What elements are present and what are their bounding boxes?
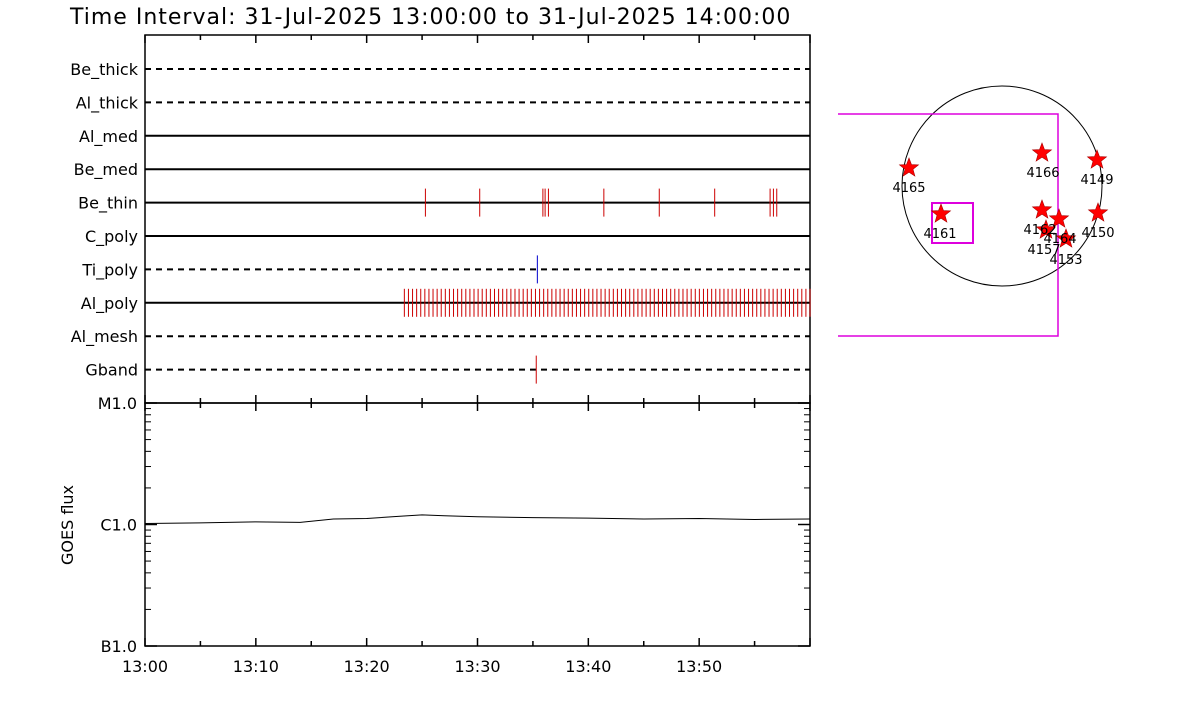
goes-y-tick-label: M1.0	[98, 394, 137, 413]
x-tick-label: 13:20	[344, 657, 390, 676]
goes-x-ticks: 13:00 13:10 13:20 13:30 13:40 13:50	[122, 403, 811, 676]
goes-y-tick-label: B1.0	[101, 637, 137, 656]
active-region-star-icon	[1031, 199, 1053, 219]
timeline-row-label: Al_mesh	[71, 327, 138, 347]
x-tick-label: 13:30	[454, 657, 500, 676]
active-region-label: 4165	[892, 181, 925, 196]
timeline-panel-frame	[144, 34, 811, 404]
active-region-star-icon	[898, 157, 920, 177]
solar-disk	[901, 85, 1103, 287]
goes-y-axis-label: GOES flux	[58, 485, 77, 565]
goes-y-tick-label: C1.0	[100, 516, 137, 535]
time-interval-title: Time Interval: 31-Jul-2025 13:00:00 to 3…	[69, 5, 791, 30]
active-region-star-icon	[1087, 202, 1109, 222]
active-region-star-icon	[930, 203, 952, 223]
timeline-row-label: Al_thick	[76, 93, 139, 113]
active-region-label: 4164	[1043, 232, 1076, 247]
active-region-label: 4157	[1027, 243, 1060, 258]
timeline-row-label: Be_thick	[70, 60, 138, 80]
timeline-ticks	[144, 35, 811, 403]
x-tick-label: 13:10	[233, 657, 279, 676]
active-region-star-icon	[1031, 142, 1053, 162]
timeline-row-label: Be_thin	[78, 194, 138, 214]
goes-panel-frame	[144, 402, 811, 647]
timeline-rows: Be_thick Al_thick Al_med Be_med Be_thin C_pol…	[70, 60, 811, 384]
active-region-star-icon	[1048, 208, 1070, 228]
timeline-row-label: Be_med	[74, 160, 138, 180]
x-tick-label: 13:00	[122, 657, 168, 676]
field-of-view-box	[838, 113, 1059, 337]
active-region-star-icon	[1055, 228, 1077, 248]
active-region-label: 4153	[1049, 253, 1082, 268]
timeline-row-label: Al_med	[79, 127, 138, 147]
timeline-row-label: Al_poly	[81, 294, 138, 314]
focus-region-box	[931, 202, 974, 244]
active-region-label: 4166	[1026, 166, 1059, 181]
active-region-label: 4150	[1081, 226, 1114, 241]
timeline-row-label: Gband	[85, 361, 138, 380]
goes-y-ticks: M1.0 C1.0 B1.0	[98, 394, 810, 656]
active-region-label: 4149	[1080, 173, 1113, 188]
timeline-row-label: Ti_poly	[81, 260, 138, 280]
active-region-label: 4162	[1023, 223, 1056, 238]
active-region-label: 4161	[923, 227, 956, 242]
active-region-star-icon	[1086, 149, 1108, 169]
x-tick-label: 13:50	[676, 657, 722, 676]
x-tick-label: 13:40	[565, 657, 611, 676]
goes-flux-line	[144, 514, 811, 524]
timeline-row-label: C_poly	[85, 227, 138, 247]
